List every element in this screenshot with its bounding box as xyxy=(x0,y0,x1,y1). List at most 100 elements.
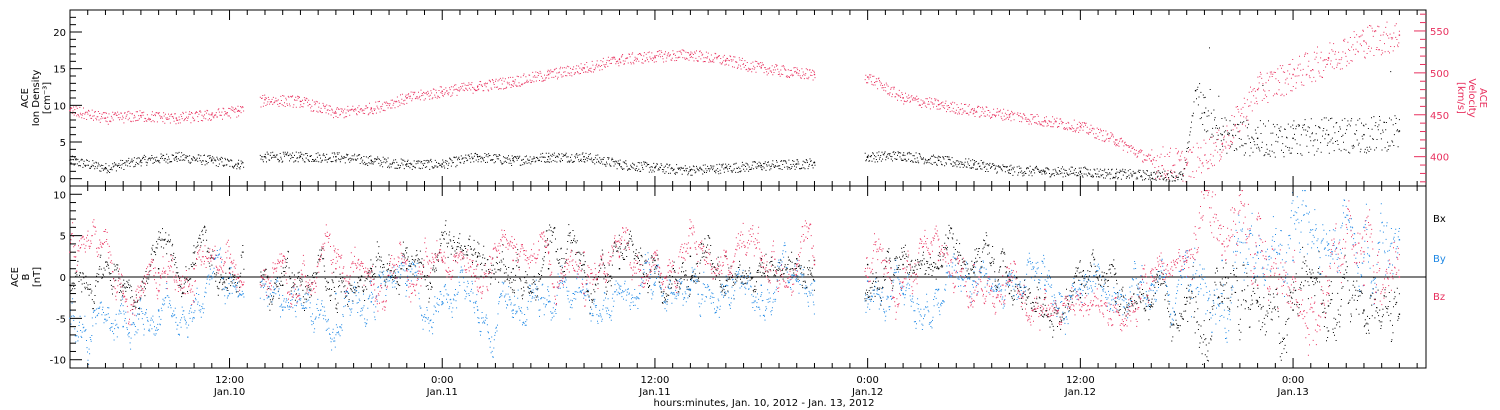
panel-top-left-label-line1: ACE xyxy=(20,88,31,108)
data-point xyxy=(796,258,798,260)
x-tick-label-date: Jan.11 xyxy=(426,387,458,398)
data-point xyxy=(866,155,869,158)
data-point xyxy=(654,55,656,57)
data-point xyxy=(140,159,142,162)
y-tick-label: -10 xyxy=(50,356,66,367)
data-point xyxy=(796,163,798,165)
data-point xyxy=(1292,137,1294,140)
data-point xyxy=(476,155,479,158)
data-point xyxy=(69,159,71,162)
y-tick-label: -5 xyxy=(56,314,66,325)
data-point xyxy=(1221,133,1223,136)
legend-bz: Bz xyxy=(1433,292,1445,303)
panel-bottom-left-label-line3: [nT] xyxy=(32,267,43,287)
data-point xyxy=(193,268,195,270)
data-point xyxy=(406,259,408,262)
panel-top-left-label-line3: [cm⁻³] xyxy=(42,82,53,114)
data-point xyxy=(689,247,692,249)
data-point xyxy=(725,59,727,61)
data-point xyxy=(228,272,231,274)
data-point xyxy=(512,268,514,270)
data-point xyxy=(1363,284,1365,286)
data-point xyxy=(866,76,869,78)
data-point xyxy=(512,309,514,311)
x-tick-label-date: Jan.12 xyxy=(851,387,883,398)
data-point xyxy=(1115,292,1117,295)
data-point xyxy=(902,154,904,156)
data-point xyxy=(973,280,975,282)
data-point xyxy=(1150,276,1152,278)
data-point xyxy=(1221,243,1223,245)
data-point xyxy=(1292,73,1294,76)
data-point xyxy=(406,163,408,165)
data-point xyxy=(512,259,514,262)
data-point xyxy=(512,80,514,82)
data-point xyxy=(547,73,550,76)
data-point xyxy=(512,159,514,162)
x-axis-title: hours:minutes, Jan. 10, 2012 - Jan. 13, … xyxy=(654,398,875,409)
data-point xyxy=(973,163,975,165)
legend: Bx By Bz xyxy=(1433,214,1446,303)
data-point xyxy=(618,292,621,295)
data-point xyxy=(1044,288,1046,291)
panel-bottom-data xyxy=(69,190,1401,365)
data-point xyxy=(193,263,195,266)
data-point xyxy=(1150,284,1152,286)
data-point xyxy=(1363,309,1365,311)
legend-by: By xyxy=(1433,254,1446,265)
data-point xyxy=(902,263,904,266)
series-by xyxy=(69,190,1401,365)
data-point xyxy=(370,159,373,162)
data-point xyxy=(264,98,266,101)
data-point xyxy=(1008,114,1011,116)
data-point xyxy=(1398,34,1401,36)
panel-top-right-label-line2: Velocity xyxy=(1466,78,1477,117)
data-point xyxy=(973,109,975,112)
data-point xyxy=(370,107,373,109)
data-point xyxy=(1327,305,1330,307)
y-tick-label: 5 xyxy=(60,232,66,243)
data-point xyxy=(1194,89,1197,92)
data-point xyxy=(1256,301,1259,303)
data-point xyxy=(1044,170,1046,173)
data-point xyxy=(335,155,337,158)
data-point xyxy=(1327,243,1330,245)
data-point xyxy=(175,155,178,158)
data-point xyxy=(335,268,337,270)
data-point xyxy=(689,255,692,258)
data-point xyxy=(1044,296,1046,299)
data-point xyxy=(1008,284,1011,286)
data-point xyxy=(441,163,443,165)
data-point xyxy=(1327,57,1330,59)
data-point xyxy=(104,166,107,169)
x-tick-label-time: 0:00 xyxy=(1282,375,1304,386)
data-point xyxy=(228,268,231,270)
data-point xyxy=(1115,139,1117,141)
data-point xyxy=(157,272,160,274)
data-point xyxy=(583,155,585,158)
data-point xyxy=(1256,284,1259,286)
data-point xyxy=(654,284,656,286)
data-points-dense xyxy=(70,21,1400,183)
data-point xyxy=(1398,239,1401,241)
data-point xyxy=(1221,259,1223,262)
data-point xyxy=(282,284,284,286)
data-point xyxy=(441,90,443,92)
data-point xyxy=(1079,125,1082,128)
data-point xyxy=(1363,133,1365,136)
data-point xyxy=(299,155,302,158)
data-point xyxy=(1044,284,1046,286)
data-point xyxy=(1079,170,1082,173)
data-point xyxy=(1079,296,1082,299)
x-tick-label-date: Jan.10 xyxy=(213,387,245,398)
y-tick-label-right: 500 xyxy=(1430,69,1449,80)
x-tick-label-time: 12:00 xyxy=(215,375,244,386)
panel-top-right-label: ACE Velocity [km/s] xyxy=(1455,78,1488,117)
data-point xyxy=(1186,296,1188,299)
data-point xyxy=(813,73,816,76)
data-point xyxy=(370,284,373,286)
data-point xyxy=(1363,40,1365,42)
data-point xyxy=(476,85,479,87)
data-point xyxy=(476,309,479,311)
data-point xyxy=(583,251,585,253)
